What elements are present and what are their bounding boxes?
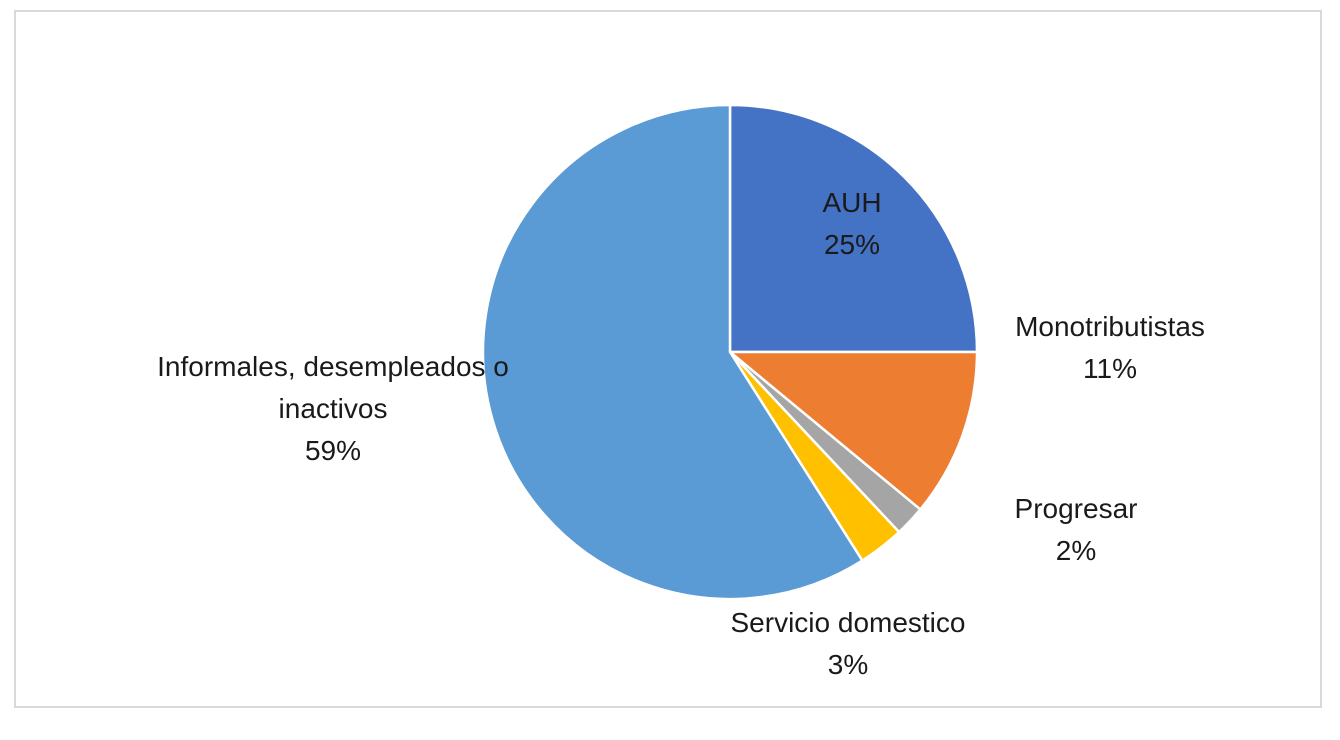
slice-label-3: Servicio domestico 3% — [731, 607, 966, 680]
pie-slice-0 — [728, 103, 979, 354]
slice-name-label-4: Informales, desempleados o — [157, 351, 509, 382]
slice-name-label-0: AUH — [822, 187, 881, 218]
slice-value-label-2: 2% — [1056, 535, 1096, 566]
slice-name-label-1: Monotributistas — [1015, 311, 1205, 342]
slice-value-label-3: 3% — [828, 649, 868, 680]
slice-name-label-2: Progresar — [1015, 493, 1138, 524]
slice-name-label-4: inactivos — [279, 393, 388, 424]
slice-label-0: AUH 25% — [822, 187, 881, 260]
slice-label-4: Informales, desempleados o inactivos 59% — [157, 351, 509, 466]
pie-slice-1 — [728, 350, 979, 511]
slice-label-2: Progresar 2% — [1015, 493, 1138, 566]
pie-slices — [481, 103, 979, 601]
slice-label-1: Monotributistas 11% — [1015, 311, 1205, 384]
slice-value-label-4: 59% — [305, 435, 361, 466]
pie-labels: AUH 25% Monotributistas 11% Progresar 2% Servi… — [157, 187, 1205, 680]
slice-value-label-1: 11% — [1083, 353, 1137, 384]
slice-name-label-3: Servicio domestico — [731, 607, 966, 638]
pie-slice-4 — [481, 103, 864, 601]
slice-value-label-0: 25% — [824, 229, 880, 260]
